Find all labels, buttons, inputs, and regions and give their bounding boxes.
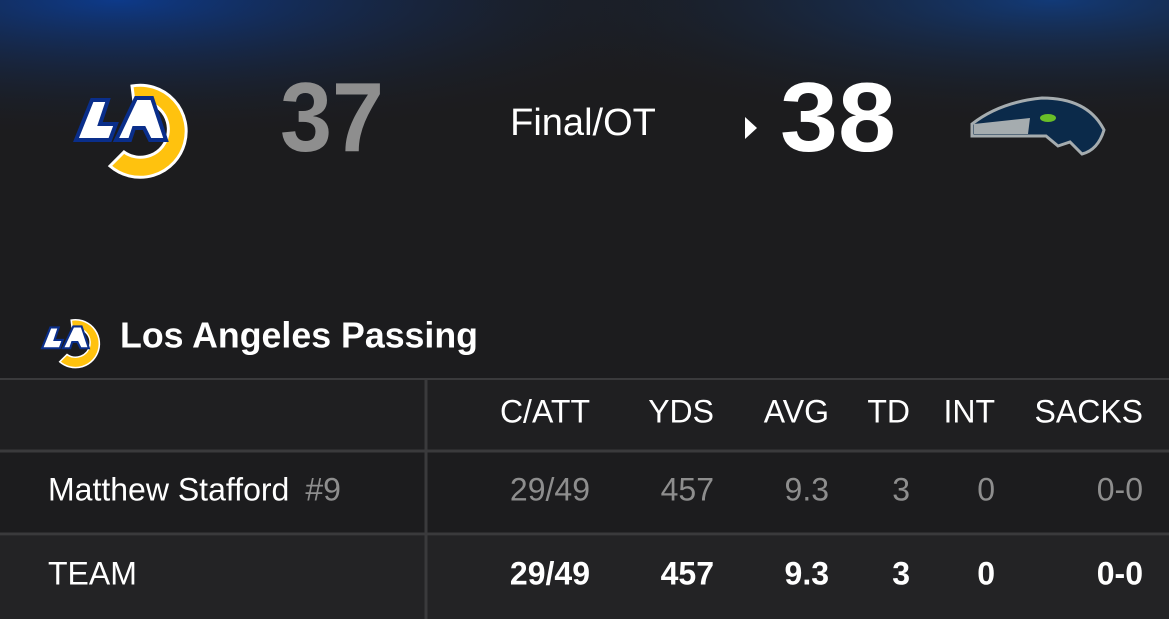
- column-header: TD: [867, 393, 910, 429]
- stat-cell: 29/49: [510, 555, 590, 591]
- home-team-logo[interactable]: [970, 96, 1106, 156]
- stat-cell: 0-0: [1097, 555, 1143, 591]
- player-number: #9: [305, 471, 341, 507]
- home-score: 38: [780, 62, 896, 172]
- stat-cell: 3: [892, 555, 910, 591]
- section-logo: [40, 319, 101, 369]
- stat-cell: 457: [661, 471, 714, 507]
- header-row: [0, 379, 1169, 450]
- away-team-logo[interactable]: [73, 83, 188, 179]
- player-name: TEAM: [48, 555, 137, 591]
- stat-cell: 0-0: [1097, 471, 1143, 507]
- section-title: Los Angeles Passing: [120, 315, 478, 356]
- column-header: SACKS: [1035, 393, 1143, 429]
- stat-cell: 457: [661, 555, 714, 591]
- row-bg: [0, 536, 1169, 619]
- column-header: AVG: [764, 393, 829, 429]
- away-score: 37: [280, 62, 384, 172]
- column-header: YDS: [648, 393, 714, 429]
- stats-table: C/ATT YDS AVG TD INT SACKS Matthew Stafford #9 2…: [48, 393, 1143, 591]
- row-bg: [0, 452, 1169, 533]
- stat-cell: 0: [977, 471, 995, 507]
- winner-arrow: [745, 117, 757, 139]
- player-name: Matthew Stafford: [48, 471, 289, 507]
- stat-cell: 9.3: [785, 471, 829, 507]
- game-status: Final/OT: [510, 102, 656, 144]
- stat-cell: 9.3: [785, 555, 829, 591]
- column-header: C/ATT: [500, 393, 590, 429]
- stat-cell: 3: [892, 471, 910, 507]
- stat-cell: 29/49: [510, 471, 590, 507]
- stat-cell: 0: [977, 555, 995, 591]
- column-header: INT: [943, 393, 995, 429]
